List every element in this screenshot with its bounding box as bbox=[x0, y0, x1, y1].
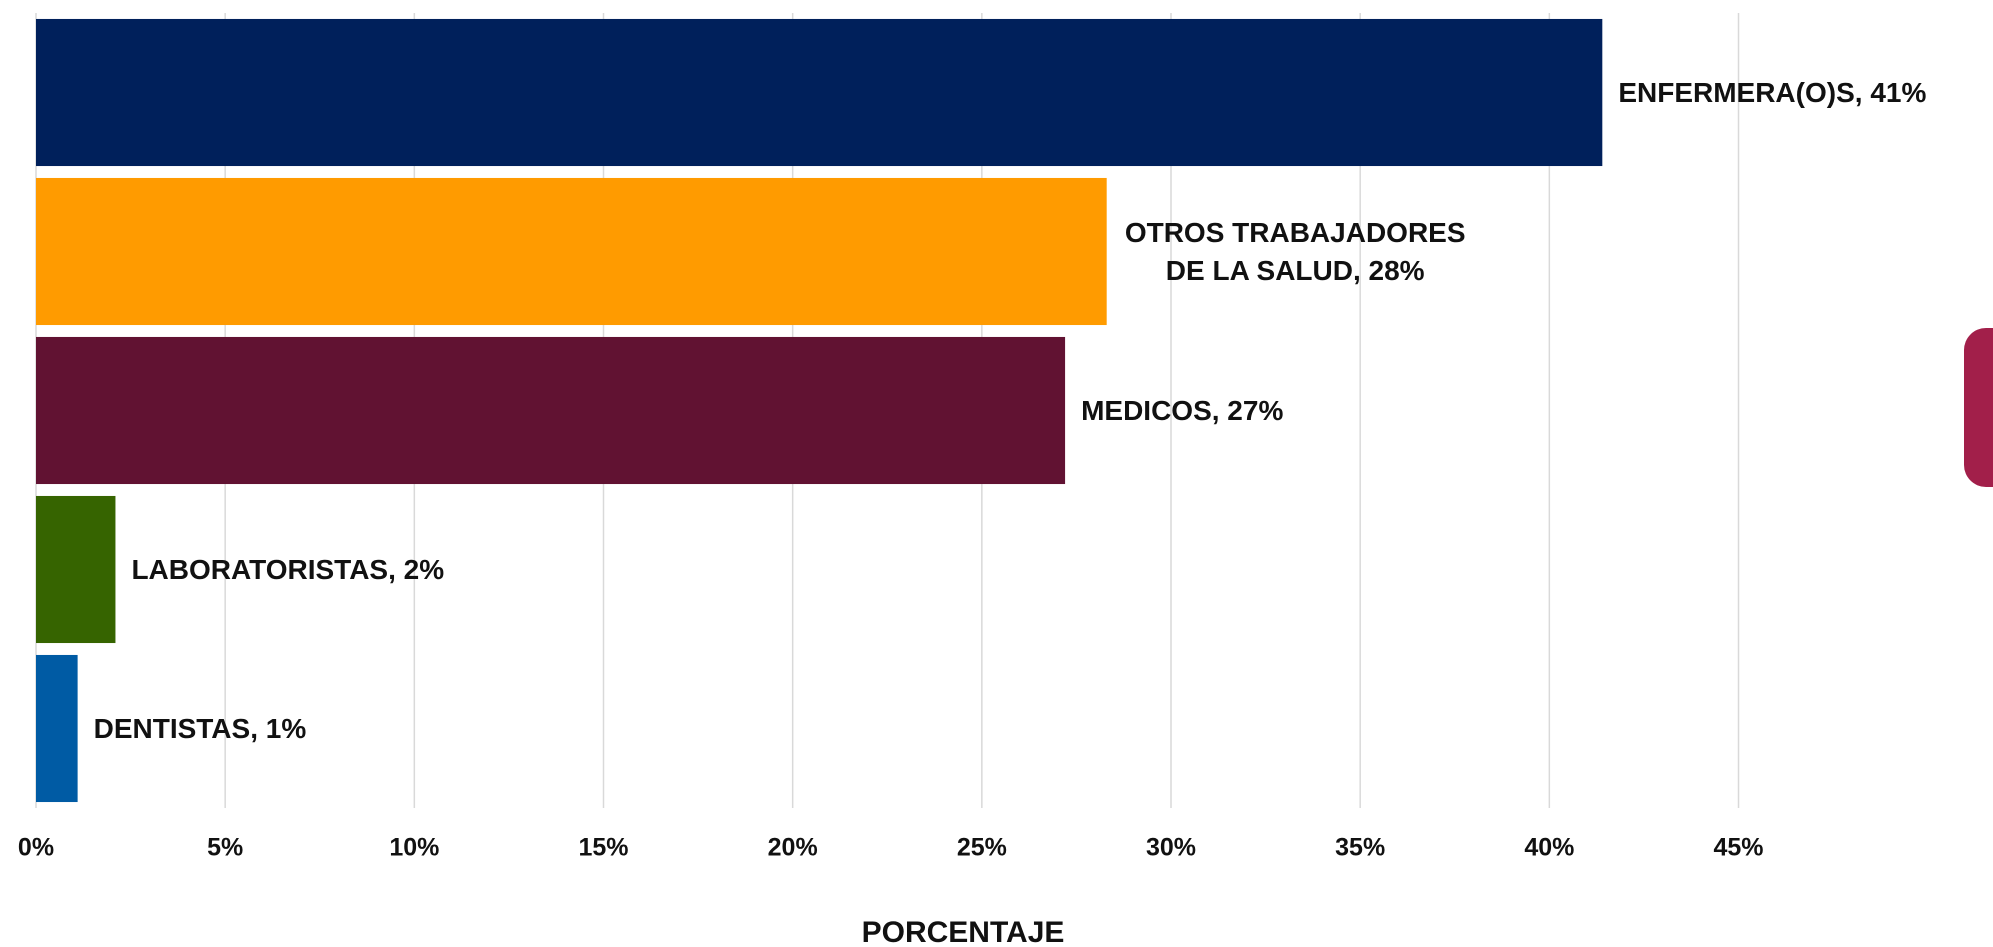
x-tick-label: 35% bbox=[1335, 834, 1385, 862]
bar bbox=[36, 336, 1066, 485]
bar bbox=[36, 177, 1107, 326]
x-tick-label: 45% bbox=[1713, 834, 1763, 862]
data-label: OTROS TRABAJADORES DE LA SALUD, 28% bbox=[1124, 216, 1466, 286]
data-label: MEDICOS, 27% bbox=[1081, 394, 1284, 426]
data-label: DENTISTAS, 1% bbox=[93, 712, 307, 744]
data-label: LABORATORISTAS, 2% bbox=[131, 553, 445, 585]
x-tick-label: 30% bbox=[1146, 834, 1196, 862]
x-tick-label: 0% bbox=[18, 834, 54, 862]
x-tick-label: 20% bbox=[768, 834, 818, 862]
x-tick-label: 40% bbox=[1524, 834, 1574, 862]
x-tick-label: 10% bbox=[389, 834, 439, 862]
bar bbox=[36, 495, 116, 644]
data-label: ENFERMERA(O)S, 41% bbox=[1618, 76, 1927, 108]
bar bbox=[36, 654, 78, 803]
x-tick-label: 25% bbox=[957, 834, 1007, 862]
x-tick-label: 5% bbox=[207, 834, 243, 862]
x-tick-label: 15% bbox=[578, 834, 628, 862]
x-axis-title: PORCENTAJE bbox=[862, 916, 1065, 947]
bar bbox=[36, 18, 1603, 167]
side-tab bbox=[1964, 328, 1993, 487]
